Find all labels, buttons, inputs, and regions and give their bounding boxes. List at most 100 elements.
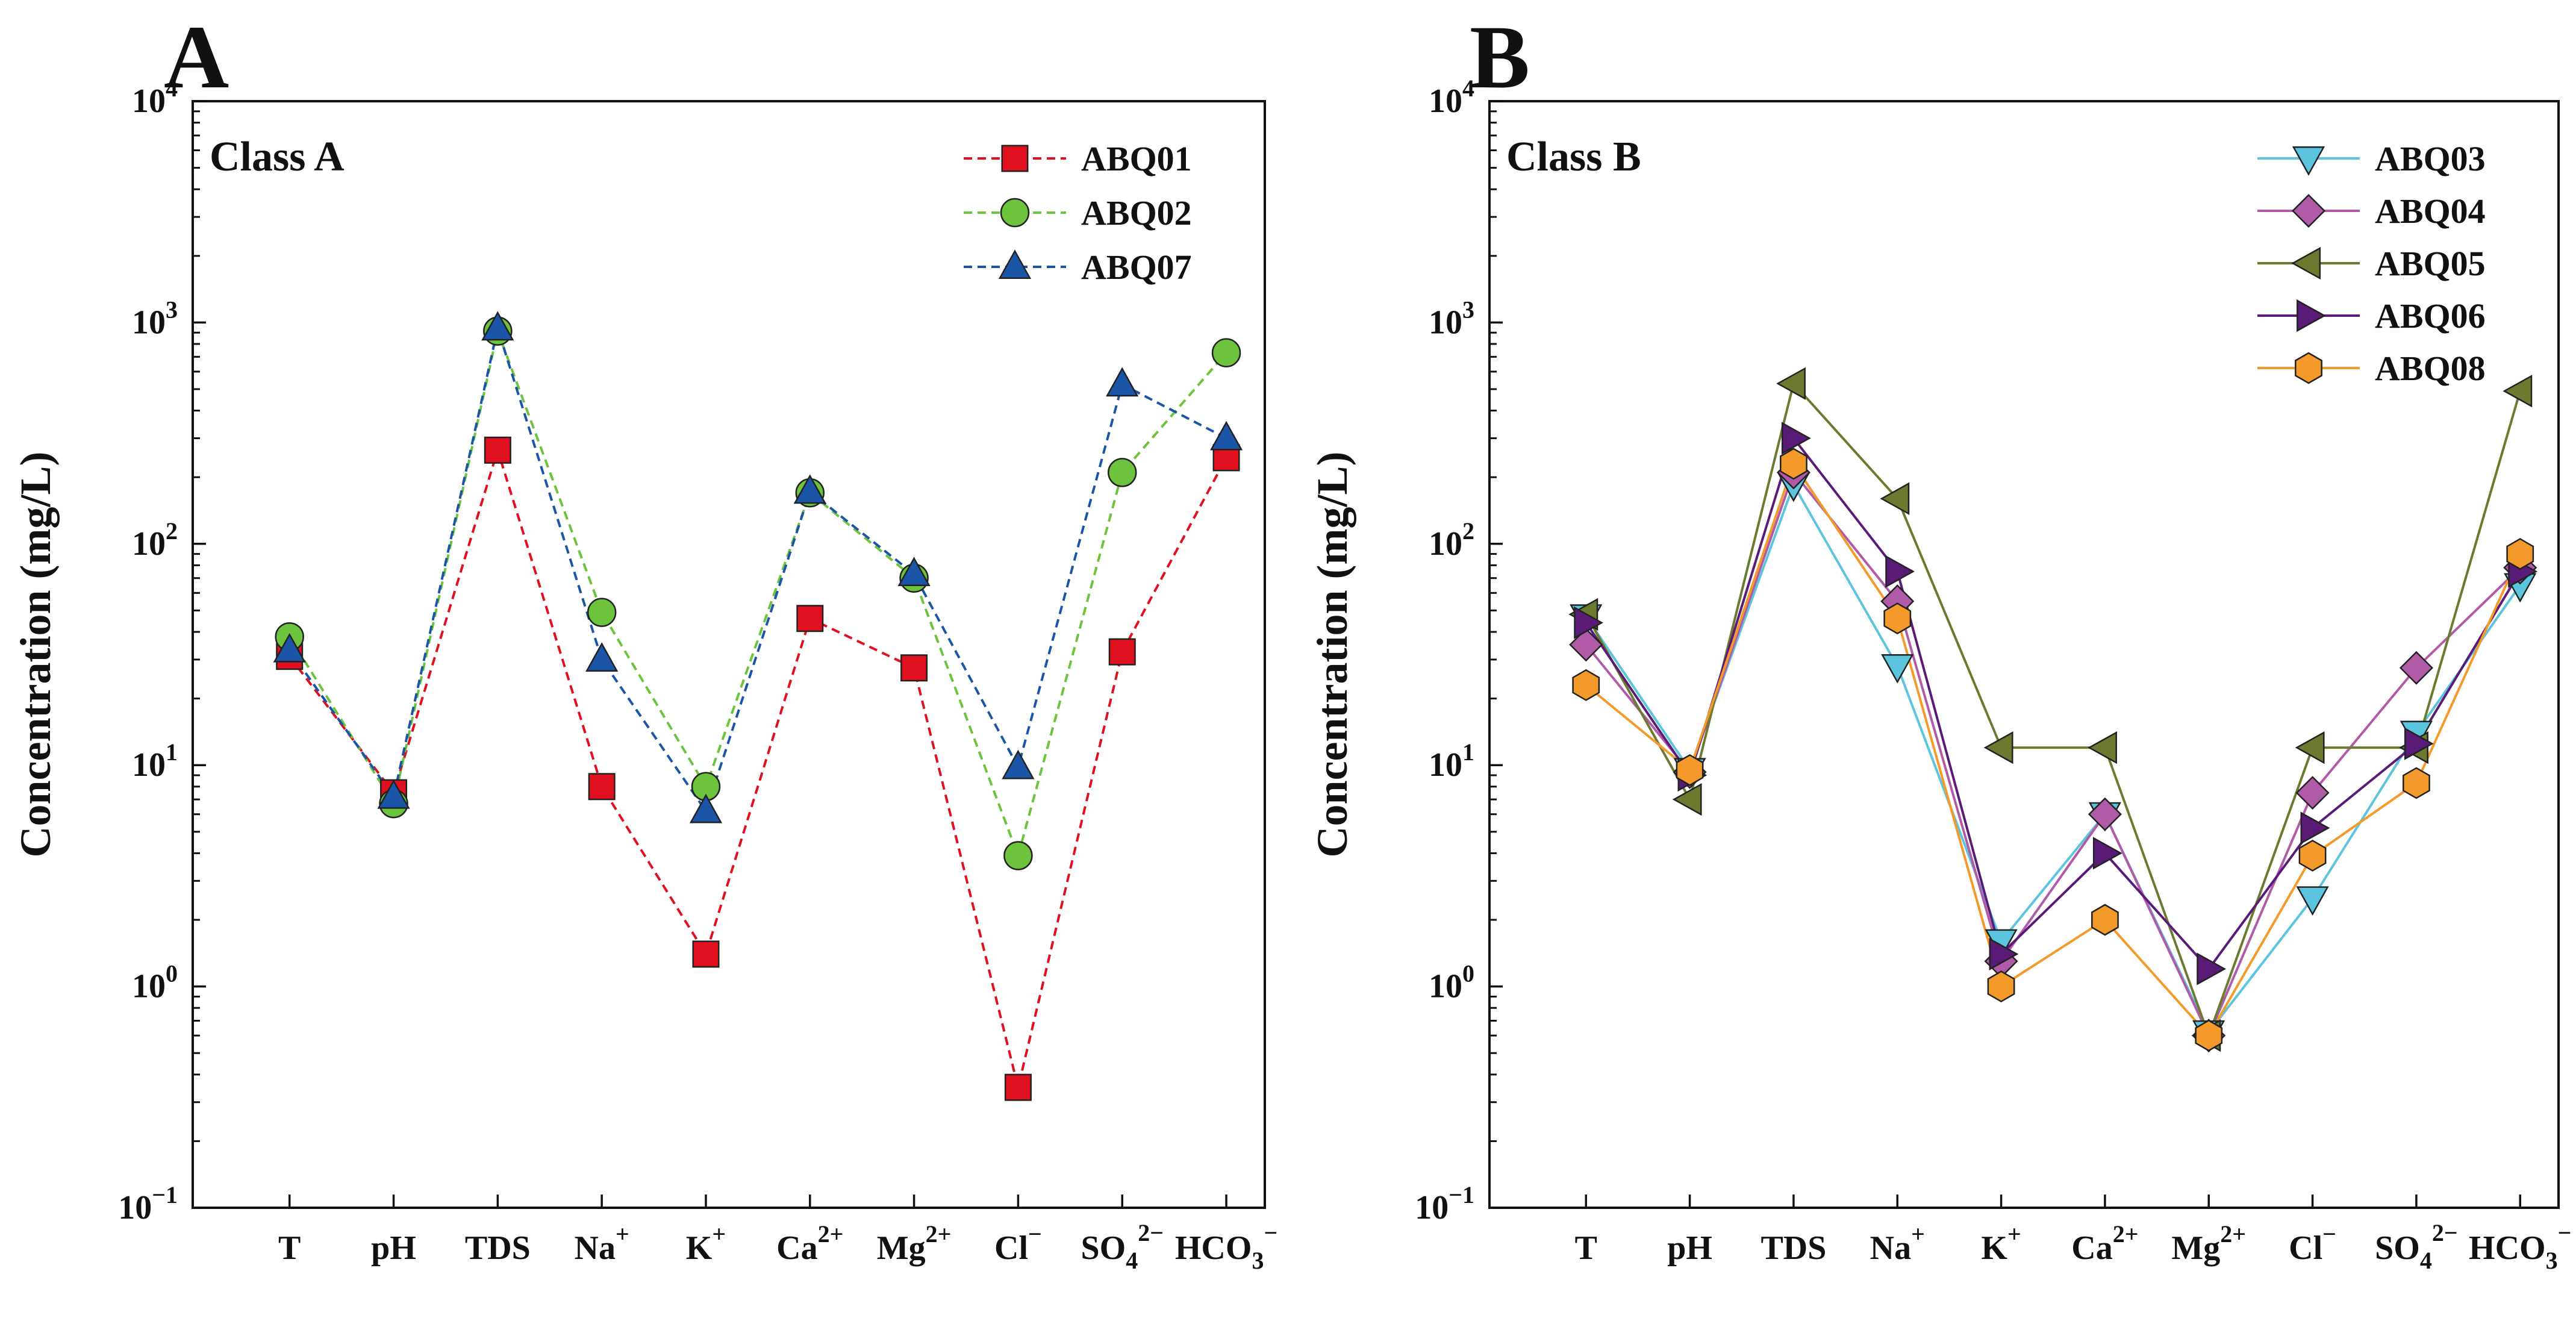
plot-frame bbox=[192, 100, 1266, 1209]
legend-marker bbox=[998, 249, 1032, 280]
x-tick-label: K+ bbox=[686, 1220, 726, 1267]
legend-label: ABQ03 bbox=[2375, 139, 2486, 178]
x-tick-label: Mg2+ bbox=[877, 1220, 952, 1267]
x-tick-label: Ca2+ bbox=[2071, 1220, 2138, 1267]
data-point-abq07 bbox=[481, 311, 514, 341]
data-point-abq06 bbox=[1989, 937, 2019, 971]
data-point-abq08 bbox=[1676, 754, 1704, 786]
legend-marker bbox=[2295, 352, 2322, 384]
panel-letter: B bbox=[1470, 7, 1530, 107]
data-point-abq05 bbox=[1983, 731, 2013, 764]
x-tick-label: K+ bbox=[1981, 1220, 2021, 1267]
data-point-abq08 bbox=[2403, 767, 2430, 799]
x-tick-label: SO42− bbox=[2375, 1219, 2458, 1274]
data-point-abq05 bbox=[1880, 482, 1910, 515]
x-tick-label: HCO3− bbox=[1175, 1219, 1277, 1274]
data-point-abq05 bbox=[1776, 367, 1806, 400]
data-point-abq01 bbox=[1004, 1073, 1032, 1101]
data-point-abq08 bbox=[2298, 839, 2327, 872]
legend-label: ABQ04 bbox=[2375, 192, 2486, 231]
x-tick-label: pH bbox=[1667, 1229, 1712, 1267]
x-tick-label: TDS bbox=[465, 1229, 531, 1267]
x-tick-label: pH bbox=[371, 1229, 416, 1267]
data-point-abq06 bbox=[2092, 837, 2122, 870]
data-point-abq08 bbox=[1572, 669, 1600, 701]
y-tick-label: 104 bbox=[132, 75, 178, 120]
data-point-abq07 bbox=[377, 779, 410, 809]
legend-label: ABQ01 bbox=[1081, 139, 1192, 178]
plot-frame bbox=[1488, 100, 2560, 1209]
legend-marker bbox=[1001, 145, 1029, 172]
data-point-abq06 bbox=[2404, 727, 2434, 760]
y-tick-label: 103 bbox=[1429, 296, 1474, 341]
data-point-abq06 bbox=[1885, 555, 1915, 588]
data-point-abq07 bbox=[689, 793, 723, 823]
data-point-abq03 bbox=[1881, 654, 1914, 684]
data-point-abq01 bbox=[796, 605, 824, 632]
data-point-abq01 bbox=[1108, 638, 1136, 666]
y-tick-label: 101 bbox=[1429, 739, 1474, 784]
legend-marker bbox=[2291, 246, 2321, 280]
x-tick-label: Na+ bbox=[575, 1220, 629, 1267]
legend-marker bbox=[2297, 299, 2326, 333]
data-point-abq08 bbox=[2091, 904, 2119, 936]
data-point-abq08 bbox=[2506, 538, 2534, 570]
legend-label: ABQ07 bbox=[1081, 248, 1192, 287]
y-tick-label: 102 bbox=[1429, 517, 1474, 563]
data-point-abq06 bbox=[1574, 606, 1604, 639]
y-axis-title: Concentration (mg/L) bbox=[1308, 452, 1356, 858]
data-point-abq01 bbox=[900, 654, 928, 682]
series-line-abq03 bbox=[1585, 481, 2521, 1035]
legend-label: ABQ05 bbox=[2375, 244, 2486, 283]
x-tick-label: T bbox=[278, 1229, 301, 1267]
legend-marker bbox=[2292, 194, 2326, 228]
data-point-abq08 bbox=[1987, 970, 2015, 1003]
series-line-abq06 bbox=[1585, 436, 2521, 971]
series-line-abq07 bbox=[288, 323, 1227, 814]
data-point-abq02 bbox=[587, 598, 617, 627]
data-point-abq08 bbox=[2195, 1019, 2223, 1052]
data-point-abq08 bbox=[1883, 602, 1912, 635]
legend-label: ABQ02 bbox=[1081, 193, 1192, 233]
legend-marker bbox=[1000, 198, 1030, 228]
data-point-abq07 bbox=[897, 557, 931, 587]
y-tick-label: 100 bbox=[132, 960, 178, 1005]
series-line-abq01 bbox=[288, 446, 1227, 1088]
data-point-abq06 bbox=[2300, 811, 2330, 845]
x-tick-label: Mg2+ bbox=[2171, 1220, 2246, 1267]
data-point-abq01 bbox=[484, 436, 511, 464]
data-point-abq06 bbox=[2197, 952, 2227, 985]
x-tick-label: TDS bbox=[1760, 1229, 1826, 1267]
x-tick-label: HCO3− bbox=[2469, 1219, 2571, 1274]
y-tick-label: 103 bbox=[132, 296, 178, 341]
data-point-abq04 bbox=[1569, 628, 1603, 662]
x-tick-label: Ca2+ bbox=[776, 1220, 843, 1267]
x-tick-label: T bbox=[1575, 1229, 1597, 1267]
y-axis-title: Concentration (mg/L) bbox=[11, 452, 60, 858]
data-point-abq04 bbox=[2295, 776, 2330, 810]
data-point-abq02 bbox=[1003, 841, 1033, 870]
data-point-abq01 bbox=[588, 773, 616, 801]
legend-marker bbox=[2292, 146, 2325, 176]
data-point-abq04 bbox=[2399, 651, 2433, 685]
data-point-abq06 bbox=[1781, 422, 1811, 455]
y-tick-label: 102 bbox=[132, 517, 178, 563]
data-point-abq04 bbox=[2088, 797, 2122, 831]
series-line-abq04 bbox=[1585, 470, 2521, 1038]
data-point-abq07 bbox=[1209, 420, 1243, 451]
y-tick-label: 104 bbox=[1429, 75, 1474, 120]
y-tick-label: 101 bbox=[132, 739, 178, 784]
x-tick-label: Cl− bbox=[2289, 1220, 2336, 1267]
x-tick-label: Cl− bbox=[994, 1220, 1042, 1267]
class-label: Class A bbox=[210, 134, 345, 180]
legend-label: ABQ06 bbox=[2375, 296, 2486, 336]
series-line-abq02 bbox=[288, 326, 1227, 860]
x-tick-label: Na+ bbox=[1870, 1220, 1925, 1267]
panel-a: A 10−1 100 101 102 103 104 Concentration (mg/L)… bbox=[11, 7, 1277, 1274]
data-point-abq07 bbox=[793, 474, 826, 504]
data-point-abq05 bbox=[2295, 731, 2325, 764]
data-point-abq08 bbox=[1780, 448, 1807, 480]
class-label: Class B bbox=[1506, 134, 1641, 180]
data-point-abq03 bbox=[2296, 886, 2329, 916]
